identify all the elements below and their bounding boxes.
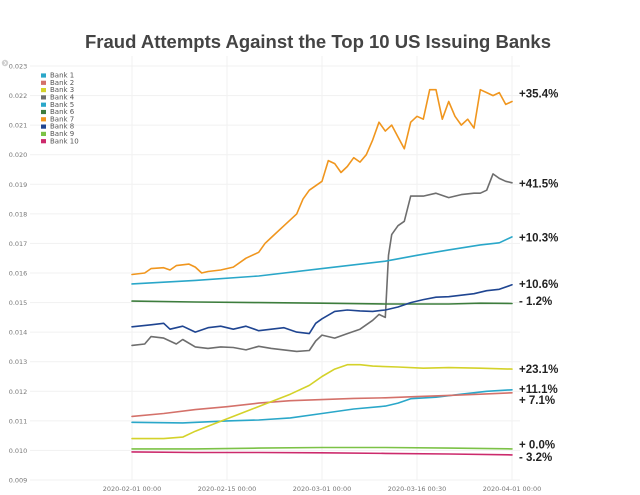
legend-swatch [41,80,46,85]
legend-swatch [41,139,46,144]
y-tick-label: 0.020 [9,151,28,159]
end-label-bank-7: +35.4% [519,89,558,101]
legend-label: Bank 4 [50,94,75,102]
y-tick-label: 0.019 [9,181,28,189]
series-line-bank-9 [131,446,513,450]
y-tick-label: 0.011 [9,417,28,425]
series-lines [131,88,513,456]
end-label-bank-3: +23.1% [519,364,558,376]
legend-swatch [41,73,46,78]
end-label-bank-2: + 7.1% [519,395,555,407]
y-tick-label: 0.023 [9,63,28,71]
series-line-bank-7 [131,88,513,276]
x-axis: 2020-02-01 00:00 2020-02-15 00:00 2020-03-… [103,485,542,493]
legend-swatch [41,131,46,136]
legend-label: Bank 8 [50,123,74,131]
legend-swatch [41,95,46,100]
y-tick-label: 0.009 [9,477,28,485]
info-icon[interactable] [1,59,9,67]
y-tick-label: 0.018 [9,210,28,218]
end-label-bank-6: - 1.2% [519,296,552,308]
series-line-bank-2 [131,392,513,418]
end-label-bank-5: +10.3% [519,233,558,245]
legend-swatch [41,117,46,122]
end-label-bank-9: + 0.0% [519,440,555,452]
y-tick-label: 0.013 [9,358,28,366]
legend-label: Bank 9 [50,130,74,138]
y-tick-label: 0.017 [9,240,28,248]
series-line-bank-3 [131,363,513,440]
y-tick-label: 0.022 [9,92,28,100]
legend-label: Bank 3 [50,86,74,94]
end-labels: +11.1%+ 7.1% +23.1% +41.5% +10.3% - 1.2% +35.… [519,89,558,464]
legend-swatch [41,124,46,129]
gridlines [30,56,520,481]
legend-label: Bank 7 [50,115,74,123]
y-tick-label: 0.021 [9,122,28,130]
end-label-bank-8: +10.6% [519,279,558,291]
x-tick-label: 2020-02-01 00:00 [103,485,162,493]
legend-swatch [41,88,46,93]
x-tick-label: 2020-03-16 00:30 [388,485,447,493]
legend-label: Bank 5 [50,101,74,109]
x-tick-label: 2020-04-01 00:00 [483,485,542,493]
legend-swatch [41,109,46,115]
series-line-bank-10 [131,451,513,456]
y-tick-label: 0.016 [9,270,28,278]
y-tick-label: 0.012 [9,388,28,396]
x-tick-label: 2020-03-01 00:00 [293,485,352,493]
y-tick-label: 0.015 [9,299,28,307]
end-label-bank-1: +11.1% [519,384,558,396]
series-line-bank-5 [131,236,513,285]
legend-label: Bank 1 [50,72,74,80]
end-label-bank-4: +41.5% [519,178,558,190]
legend-label: Bank 2 [50,79,74,87]
legend-label: Bank 6 [50,108,75,116]
y-tick-label: 0.014 [9,329,28,337]
end-label-bank-10: - 3.2% [519,452,552,464]
series-line-bank-8 [131,284,513,335]
series-line-bank-6 [131,300,513,305]
x-tick-label: 2020-02-15 00:00 [198,485,257,493]
y-tick-label: 0.010 [9,447,28,455]
series-line-bank-4 [131,173,513,353]
y-axis: 0.009 0.010 0.011 0.012 0.013 0.014 0.015 0.016… [9,63,28,485]
legend-swatch [41,102,46,107]
legend-label: Bank 10 [50,137,79,145]
chart-title: Fraud Attempts Against the Top 10 US Iss… [85,31,551,52]
